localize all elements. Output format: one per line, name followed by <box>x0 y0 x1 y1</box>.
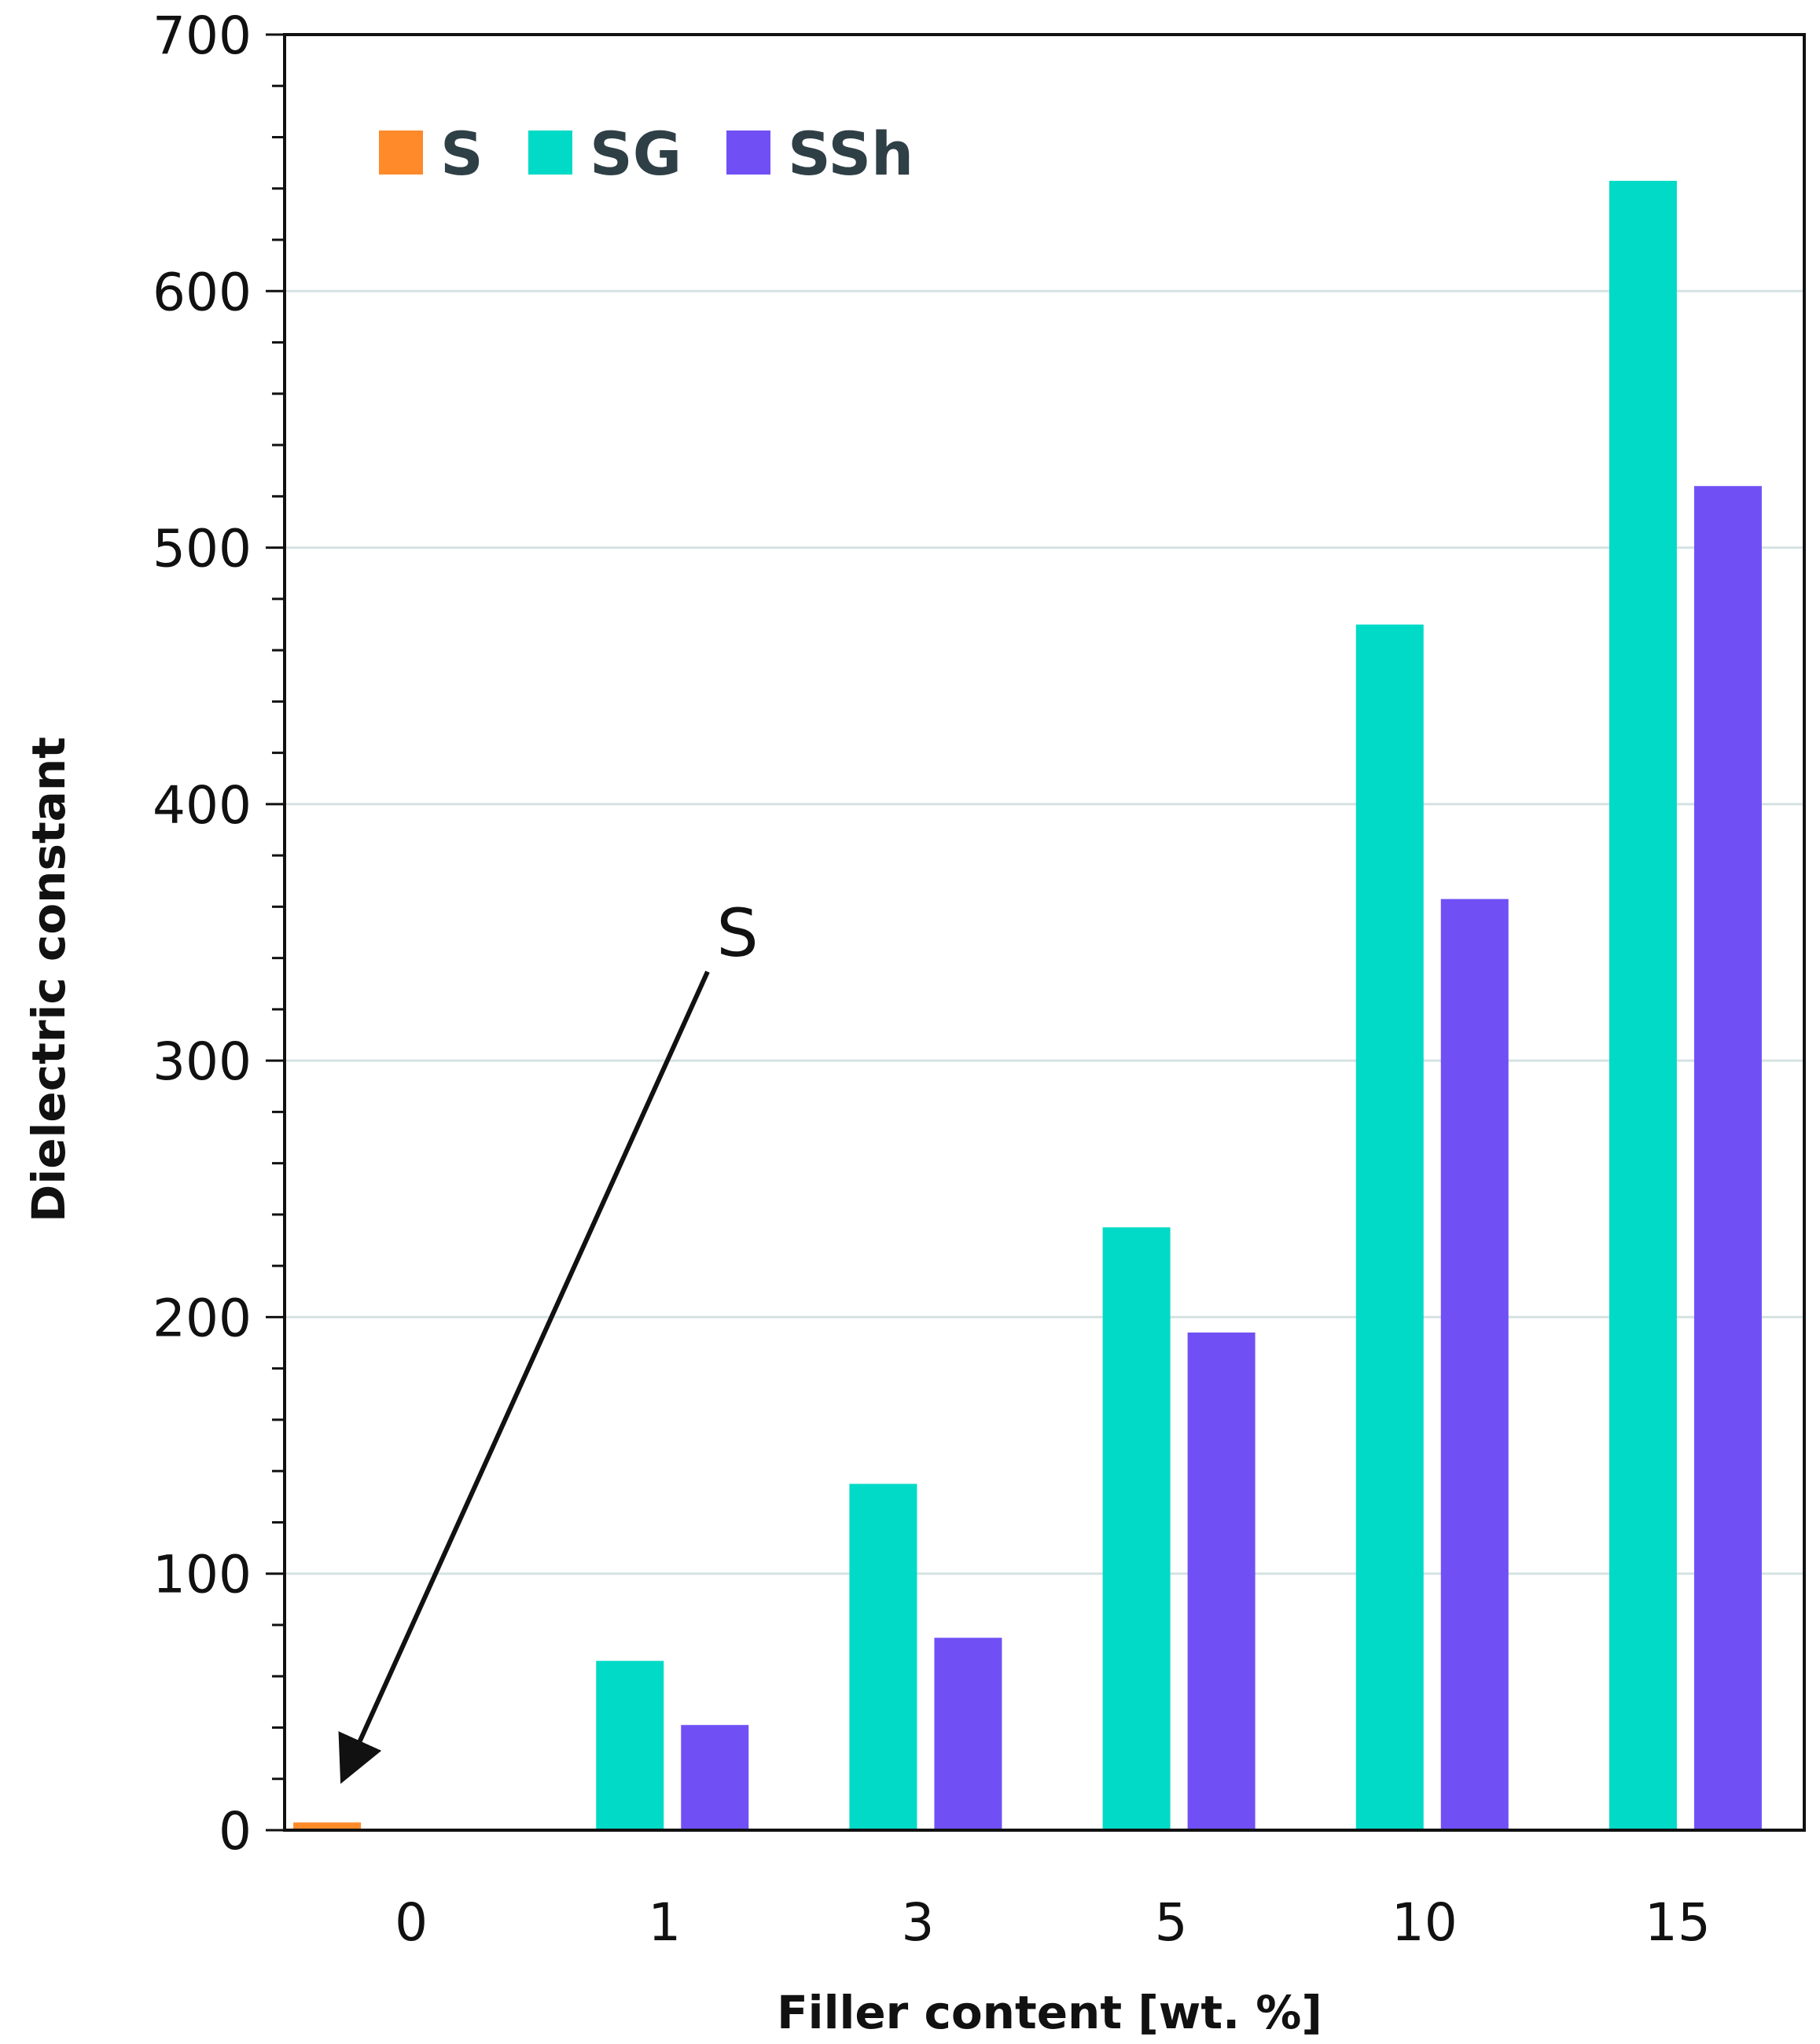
bar-sg-5 <box>1102 1227 1171 1830</box>
bar-ssh-3 <box>934 1638 1002 1830</box>
bar-s-0 <box>293 1822 362 1830</box>
x-tick-label-1: 1 <box>648 1892 681 1953</box>
bar-sg-15 <box>1609 180 1677 1830</box>
y-tick-label-2: 200 <box>153 1288 252 1348</box>
bar-sg-10 <box>1355 624 1424 1830</box>
bar-ssh-1 <box>681 1725 749 1830</box>
x-tick-label-0: 0 <box>395 1892 428 1953</box>
annotation-arrow <box>338 970 710 1785</box>
x-tick-label-5: 15 <box>1645 1892 1711 1953</box>
gridlines <box>285 289 1804 1575</box>
y-axis-ticks: 0 100 200 300 400 500 600 700 <box>153 6 285 1862</box>
legend: S SG SSh <box>379 119 914 189</box>
legend-label-s: S <box>440 119 483 189</box>
bar-ssh-15 <box>1693 486 1762 1830</box>
bars <box>293 180 1762 1830</box>
x-tick-label-2: 3 <box>901 1892 934 1953</box>
bar-ssh-5 <box>1187 1333 1256 1830</box>
y-axis-title: Dielectric constant <box>22 737 75 1222</box>
y-tick-label-4: 400 <box>153 775 252 836</box>
y-tick-label-5: 500 <box>153 519 252 579</box>
x-tick-label-4: 10 <box>1392 1892 1458 1953</box>
legend-label-ssh: SSh <box>788 119 914 189</box>
annotation-label: S <box>716 895 758 972</box>
legend-swatch-s <box>379 131 423 175</box>
legend-swatch-sg <box>528 131 572 175</box>
x-axis-ticks: 0 1 3 5 10 15 <box>395 1892 1711 1953</box>
y-tick-label-7: 700 <box>153 6 252 66</box>
bar-ssh-10 <box>1440 899 1509 1830</box>
y-tick-label-0: 0 <box>219 1801 252 1862</box>
bar-sg-3 <box>849 1483 917 1830</box>
bar-sg-1 <box>596 1660 664 1830</box>
y-tick-label-3: 300 <box>153 1031 252 1092</box>
legend-label-sg: SG <box>590 119 682 189</box>
y-tick-label-6: 600 <box>153 262 252 322</box>
legend-swatch-ssh <box>726 131 770 175</box>
annotations: S <box>338 895 759 1785</box>
x-tick-label-3: 5 <box>1155 1892 1188 1953</box>
x-axis-title: Filler content [wt. %] <box>777 1986 1322 2039</box>
plot-area-frame <box>283 33 1806 1832</box>
y-tick-label-1: 100 <box>153 1545 252 1605</box>
